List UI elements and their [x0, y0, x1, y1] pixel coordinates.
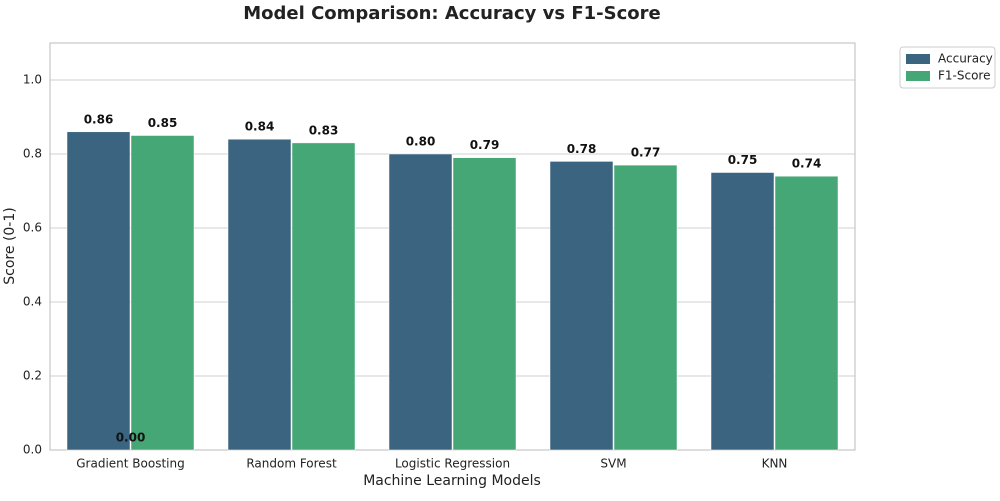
value-label: 0.83: [309, 123, 339, 137]
bar: [66, 131, 131, 451]
plot-frame: [49, 42, 856, 451]
bar: [452, 157, 517, 451]
annotation: 0.00: [116, 431, 146, 445]
legend-swatch: [906, 71, 930, 81]
y-tick-label: 1.0: [23, 73, 42, 87]
value-label: 0.78: [567, 142, 597, 156]
bar: [549, 161, 614, 451]
value-label: 0.84: [245, 120, 275, 134]
bar: [774, 175, 839, 451]
y-axis-label: Score (0-1): [2, 207, 18, 284]
y-tick-label: 0.4: [23, 295, 42, 309]
x-tick-label: Gradient Boosting: [76, 457, 184, 471]
y-tick-label: 0.6: [23, 221, 42, 235]
bar: [710, 172, 775, 451]
bar: [130, 135, 195, 451]
value-label: 0.80: [406, 135, 436, 149]
value-label: 0.77: [631, 146, 661, 160]
bar: [291, 142, 356, 451]
x-axis-label: Machine Learning Models: [363, 473, 541, 489]
chart-title: Model Comparison: Accuracy vs F1-Score: [243, 3, 660, 24]
legend-label: Accuracy: [938, 52, 993, 66]
bar: [227, 138, 292, 451]
value-label: 0.85: [148, 116, 178, 130]
legend-swatch: [906, 54, 930, 64]
bar: [613, 164, 678, 451]
value-label: 0.79: [470, 138, 500, 152]
x-tick-label: Random Forest: [246, 457, 337, 471]
x-tick-label: Logistic Regression: [395, 457, 510, 471]
legend-label: F1-Score: [938, 69, 990, 83]
bar: [388, 153, 453, 451]
value-label: 0.86: [84, 112, 114, 126]
x-tick-label: SVM: [600, 457, 626, 471]
x-tick-label: KNN: [762, 457, 788, 471]
y-tick-label: 0.2: [23, 369, 42, 383]
y-tick-label: 0.8: [23, 147, 42, 161]
value-label: 0.74: [792, 157, 822, 171]
value-label: 0.75: [728, 153, 758, 167]
y-tick-label: 0.0: [23, 443, 42, 457]
